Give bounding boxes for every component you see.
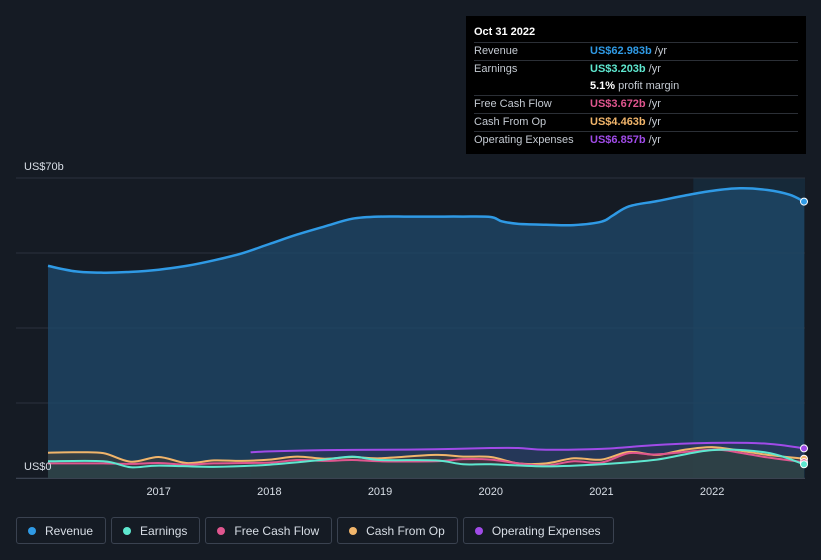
tooltip-row-earnings: Earnings US$3.203b /yr	[474, 60, 798, 78]
legend-dot-icon	[474, 526, 483, 535]
legend-dot-icon	[28, 526, 36, 535]
legend-item-revenue[interactable]: Revenue	[16, 517, 107, 544]
y-min-label: US$0	[24, 461, 52, 473]
tooltip-row-free-cash-flow: Free Cash Flow US$3.672b /yr	[474, 95, 798, 113]
tooltip-unit: /yr	[648, 116, 661, 128]
legend-label: Free Cash Flow	[234, 523, 320, 538]
operating-expenses-line	[250, 441, 805, 454]
legend-item-operating-expenses[interactable]: Operating Expenses	[462, 517, 614, 544]
end-markers	[800, 197, 808, 469]
tooltip-row-operating-expenses: Operating Expenses US$6.857b /yr	[474, 131, 798, 149]
revenue-line	[47, 187, 805, 274]
cash-from-op-line	[47, 446, 805, 466]
x-tick-label: 2019	[368, 486, 392, 498]
tooltip-value: US$3.672b	[590, 98, 646, 110]
x-tick-label: 2020	[479, 486, 503, 498]
tooltip-value: US$62.983b	[590, 45, 652, 57]
series-areas	[48, 188, 805, 478]
tooltip-panel: Oct 31 2022 Revenue US$62.983b /yr Earni…	[466, 16, 806, 154]
tooltip-row-revenue: Revenue US$62.983b /yr	[474, 42, 798, 60]
tooltip-unit: /yr	[648, 63, 661, 75]
tooltip-label: Free Cash Flow	[474, 98, 552, 110]
y-max-label: US$70b	[24, 161, 64, 173]
legend-label: Cash From Op	[366, 523, 445, 538]
tooltip-value: US$3.203b	[590, 63, 646, 75]
operating-expenses-end-marker	[800, 444, 808, 453]
legend-label: Earnings	[140, 523, 188, 538]
tooltip-unit: /yr	[654, 45, 667, 57]
earnings-line	[47, 448, 805, 469]
legend-item-cash-from-op[interactable]: Cash From Op	[337, 517, 458, 544]
x-tick-label: 2017	[146, 486, 170, 498]
tooltip-unit: /yr	[648, 98, 661, 110]
legend: Revenue Earnings Free Cash Flow Cash Fro…	[16, 517, 614, 546]
tooltip-value: US$6.857b	[590, 134, 646, 146]
revenue-area	[48, 188, 804, 478]
tooltip-value: 5.1%	[590, 80, 616, 92]
tooltip-row-cash-from-op: Cash From Op US$4.463b /yr	[474, 113, 798, 131]
chart-area: 2017 2018 2019 2020 2021 2022 US$70b US$0	[16, 161, 808, 498]
x-axis-ticks: 2017 2018 2019 2020 2021 2022	[16, 478, 805, 498]
legend-item-free-cash-flow[interactable]: Free Cash Flow	[205, 517, 333, 544]
tooltip-label: Earnings	[474, 63, 518, 75]
legend-item-earnings[interactable]: Earnings	[111, 517, 201, 544]
series-lines	[47, 187, 805, 469]
tooltip-date: Oct 31 2022	[474, 26, 536, 38]
tooltip-row-profit-margin: 5.1% profit margin	[474, 78, 798, 95]
legend-label: Operating Expenses	[491, 523, 601, 538]
legend-dot-icon	[123, 526, 132, 535]
x-tick-label: 2021	[589, 486, 613, 498]
tooltip-label: Revenue	[474, 45, 519, 57]
x-tick-label: 2018	[257, 486, 281, 498]
legend-label: Revenue	[45, 523, 94, 538]
x-tick-label: 2022	[700, 486, 724, 498]
tooltip-unit: /yr	[648, 134, 661, 146]
revenue-end-marker	[800, 197, 808, 206]
earnings-area	[48, 449, 804, 478]
tooltip-label: Cash From Op	[474, 116, 547, 128]
legend-dot-icon	[217, 526, 226, 535]
legend-dot-icon	[349, 526, 358, 535]
tooltip-unit: profit margin	[618, 80, 680, 92]
tooltip-label	[474, 78, 590, 95]
earnings-end-marker	[800, 460, 808, 469]
tooltip-label: Operating Expenses	[474, 134, 574, 146]
tooltip-value: US$4.463b	[590, 116, 646, 128]
